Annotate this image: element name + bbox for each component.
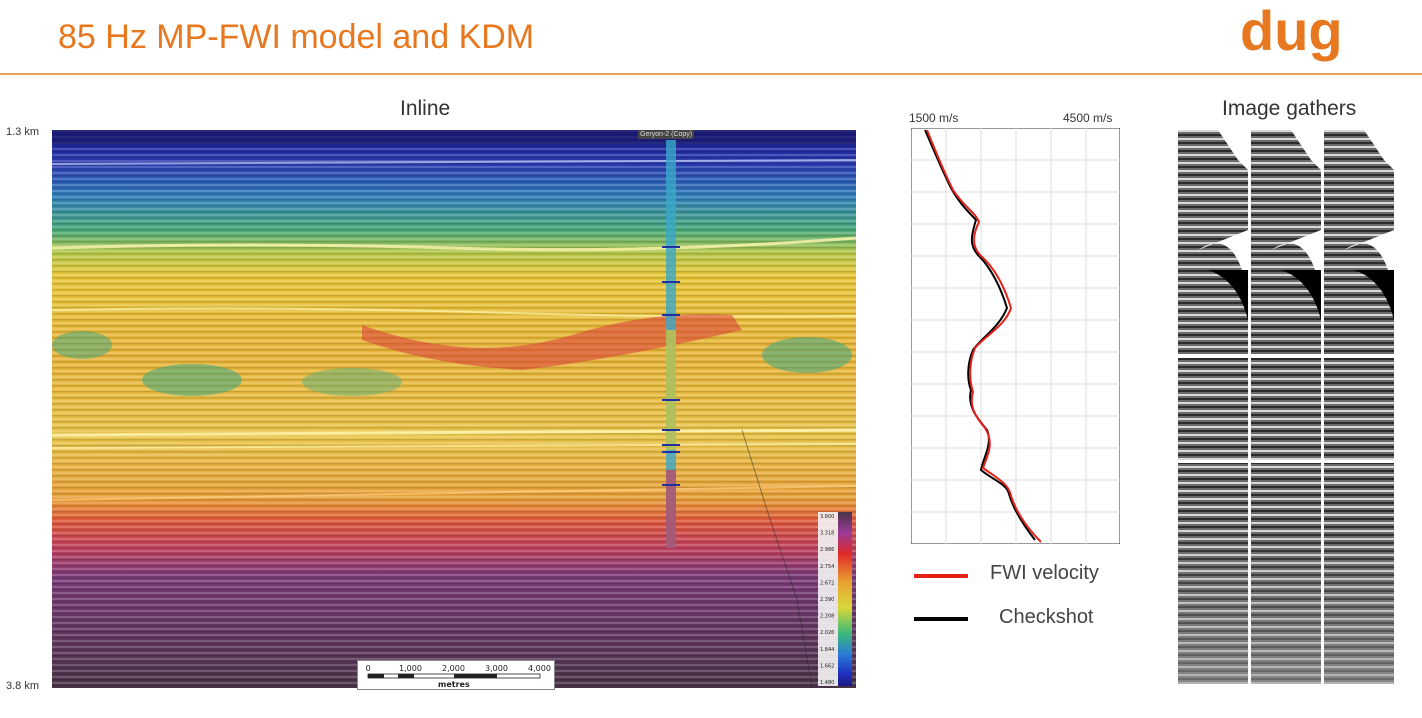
inline-title: Inline — [400, 97, 451, 120]
gathers-title: Image gathers — [1222, 97, 1357, 120]
colorbar-tick-label: 2.026 — [820, 630, 834, 636]
legend-label-checkshot: Checkshot — [999, 606, 1094, 628]
depth-top-label: 1.3 km — [6, 126, 40, 138]
gather-2 — [1251, 130, 1321, 684]
header-divider — [0, 73, 1422, 75]
dug-logo: dug — [1240, 0, 1343, 62]
velocity-legend: FWI velocity Checkshot — [910, 560, 1110, 640]
velocity-colorbar: 3.800 3.318 2.986 2.754 2.672 2.390 2.208 2.026… — [818, 512, 852, 686]
well-label: Geryon-2 (Copy) — [638, 130, 695, 139]
colorbar-tick-label: 3.800 — [820, 514, 834, 520]
depth-bottom-label: 3.8 km — [6, 680, 40, 692]
scalebar-tick-label: 3,000 — [485, 664, 508, 673]
scalebar-tick-label: 2,000 — [442, 664, 465, 673]
gather-3 — [1324, 130, 1394, 684]
image-gathers — [1178, 130, 1394, 684]
gather-1 — [1178, 130, 1248, 684]
slide-title: 85 Hz MP-FWI model and KDM — [58, 18, 535, 56]
legend-label-fwi: FWI velocity — [990, 562, 1099, 584]
velocity-max-label: 4500 m/s — [1063, 111, 1113, 125]
scalebar-tick-label: 4,000 — [528, 664, 551, 673]
velocity-min-label: 1500 m/s — [909, 111, 959, 125]
colorbar-tick-label: 1.480 — [820, 680, 834, 686]
checkshot-curve — [924, 129, 1036, 541]
colorbar-tick-label: 2.390 — [820, 597, 834, 603]
distance-scalebar: 0 1,000 2,000 3,000 4,000 metres — [357, 660, 555, 690]
inline-seismic-image — [52, 130, 856, 688]
colorbar-tick-label: 3.318 — [820, 531, 834, 537]
colorbar-tick-label: 2.754 — [820, 564, 834, 570]
velocity-profile-plot — [910, 127, 1121, 545]
logo-text: dug — [1240, 0, 1343, 62]
colorbar-tick-label: 2.208 — [820, 614, 834, 620]
scalebar-tick-label: 0 — [366, 664, 371, 673]
colorbar-tick-label: 1.662 — [820, 663, 834, 669]
colorbar-tick-label: 2.986 — [820, 547, 834, 553]
fwi-curve — [926, 129, 1042, 543]
scalebar-unit: metres — [438, 680, 470, 689]
scalebar-tick-label: 1,000 — [399, 664, 422, 673]
colorbar-tick-label: 2.672 — [820, 580, 834, 586]
colorbar-tick-label: 1.844 — [820, 647, 834, 653]
